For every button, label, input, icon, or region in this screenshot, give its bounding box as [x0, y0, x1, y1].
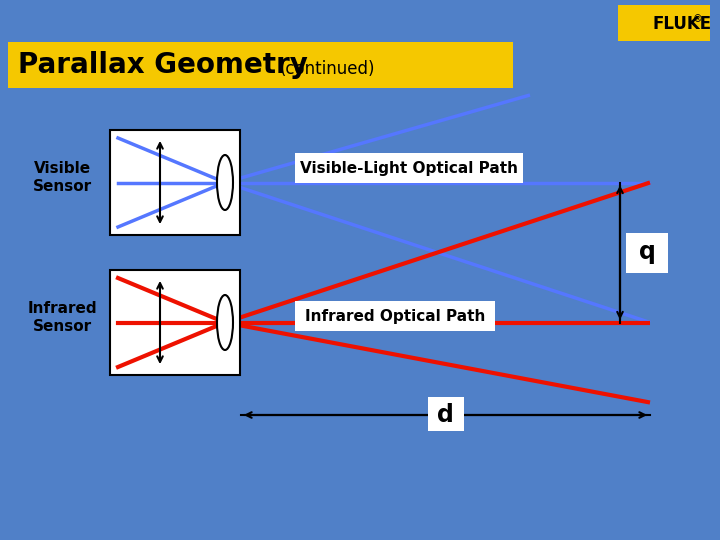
Bar — [110, 130, 240, 235]
Ellipse shape — [217, 155, 233, 210]
Text: Parallax Geometry: Parallax Geometry — [18, 51, 308, 79]
FancyBboxPatch shape — [618, 5, 710, 41]
Text: ®: ® — [692, 14, 702, 24]
Text: Visible-Light Optical Path: Visible-Light Optical Path — [300, 160, 518, 176]
Bar — [428, 397, 464, 431]
Bar — [295, 301, 495, 331]
Text: q: q — [639, 240, 655, 265]
Text: FLUKE: FLUKE — [652, 15, 711, 33]
Bar — [110, 270, 240, 375]
Text: Visible
Sensor: Visible Sensor — [32, 161, 91, 194]
Bar — [626, 233, 668, 273]
FancyBboxPatch shape — [8, 42, 513, 88]
Text: Infrared
Sensor: Infrared Sensor — [27, 301, 96, 334]
Ellipse shape — [217, 295, 233, 350]
Text: (continued): (continued) — [280, 60, 376, 78]
Text: d: d — [437, 403, 454, 427]
Bar — [295, 153, 523, 183]
Text: Infrared Optical Path: Infrared Optical Path — [305, 308, 485, 323]
